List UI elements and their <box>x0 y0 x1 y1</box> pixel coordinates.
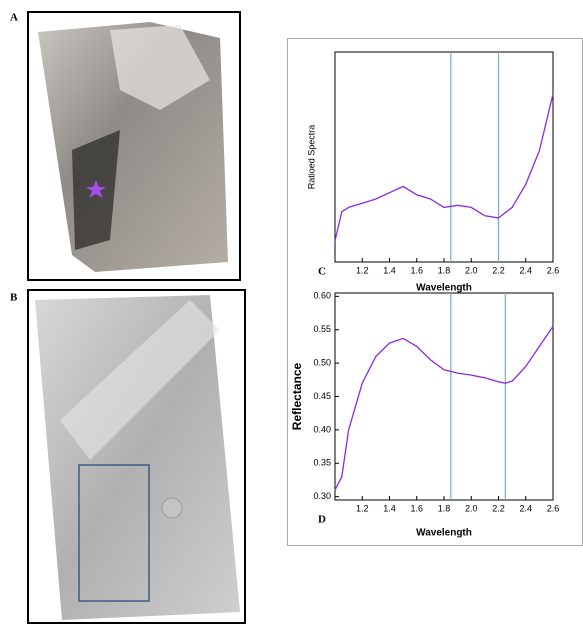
x-tick-label: 1.4 <box>383 503 396 513</box>
spectrum-line <box>335 94 553 241</box>
x-tick-label: 1.4 <box>383 265 396 275</box>
panel-label: D <box>318 514 326 526</box>
plot-frame <box>335 52 553 262</box>
panel-label: B <box>10 292 18 304</box>
x-tick-label: 1.8 <box>438 265 451 275</box>
x-axis-label: Wavelength <box>416 528 472 539</box>
figure: A B 1.2 1.4 1.6 1.8 2.0 2.2 2.4 2.6 C Wavelength R… <box>0 0 583 625</box>
x-axis-label: Wavelength <box>416 283 472 294</box>
plot-frame <box>335 293 553 500</box>
image-b <box>35 295 240 620</box>
x-tick-label: 2.4 <box>519 265 532 275</box>
x-tick-label: 2.2 <box>492 265 505 275</box>
x-tick-label: 2.6 <box>547 503 560 513</box>
x-tick-label: 1.8 <box>438 503 451 513</box>
x-tick-label: 2.4 <box>519 503 532 513</box>
x-tick-label: 2.6 <box>547 265 560 275</box>
x-tick-label: 2.0 <box>465 265 478 275</box>
y-tick-label: 0.60 <box>313 291 331 301</box>
spectrum-line <box>335 326 553 490</box>
y-tick-label: 0.30 <box>313 491 331 501</box>
x-tick-label: 1.2 <box>356 503 369 513</box>
y-axis-label: Ratioed Spectra <box>306 125 316 190</box>
x-tick-label: 2.0 <box>465 503 478 513</box>
y-tick-label: 0.35 <box>313 458 331 468</box>
y-tick-label: 0.55 <box>313 324 331 334</box>
y-axis-label: Reflectance <box>290 362 304 430</box>
x-tick-label: 2.2 <box>492 503 505 513</box>
image-b-crater <box>162 498 182 518</box>
x-tick-label: 1.2 <box>356 265 369 275</box>
panel-label: A <box>10 12 18 24</box>
x-tick-label: 1.6 <box>410 265 423 275</box>
x-tick-label: 1.6 <box>410 503 423 513</box>
y-tick-label: 0.50 <box>313 357 331 367</box>
y-tick-label: 0.40 <box>313 424 331 434</box>
panel-label: C <box>318 266 326 278</box>
y-tick-label: 0.45 <box>313 391 331 401</box>
